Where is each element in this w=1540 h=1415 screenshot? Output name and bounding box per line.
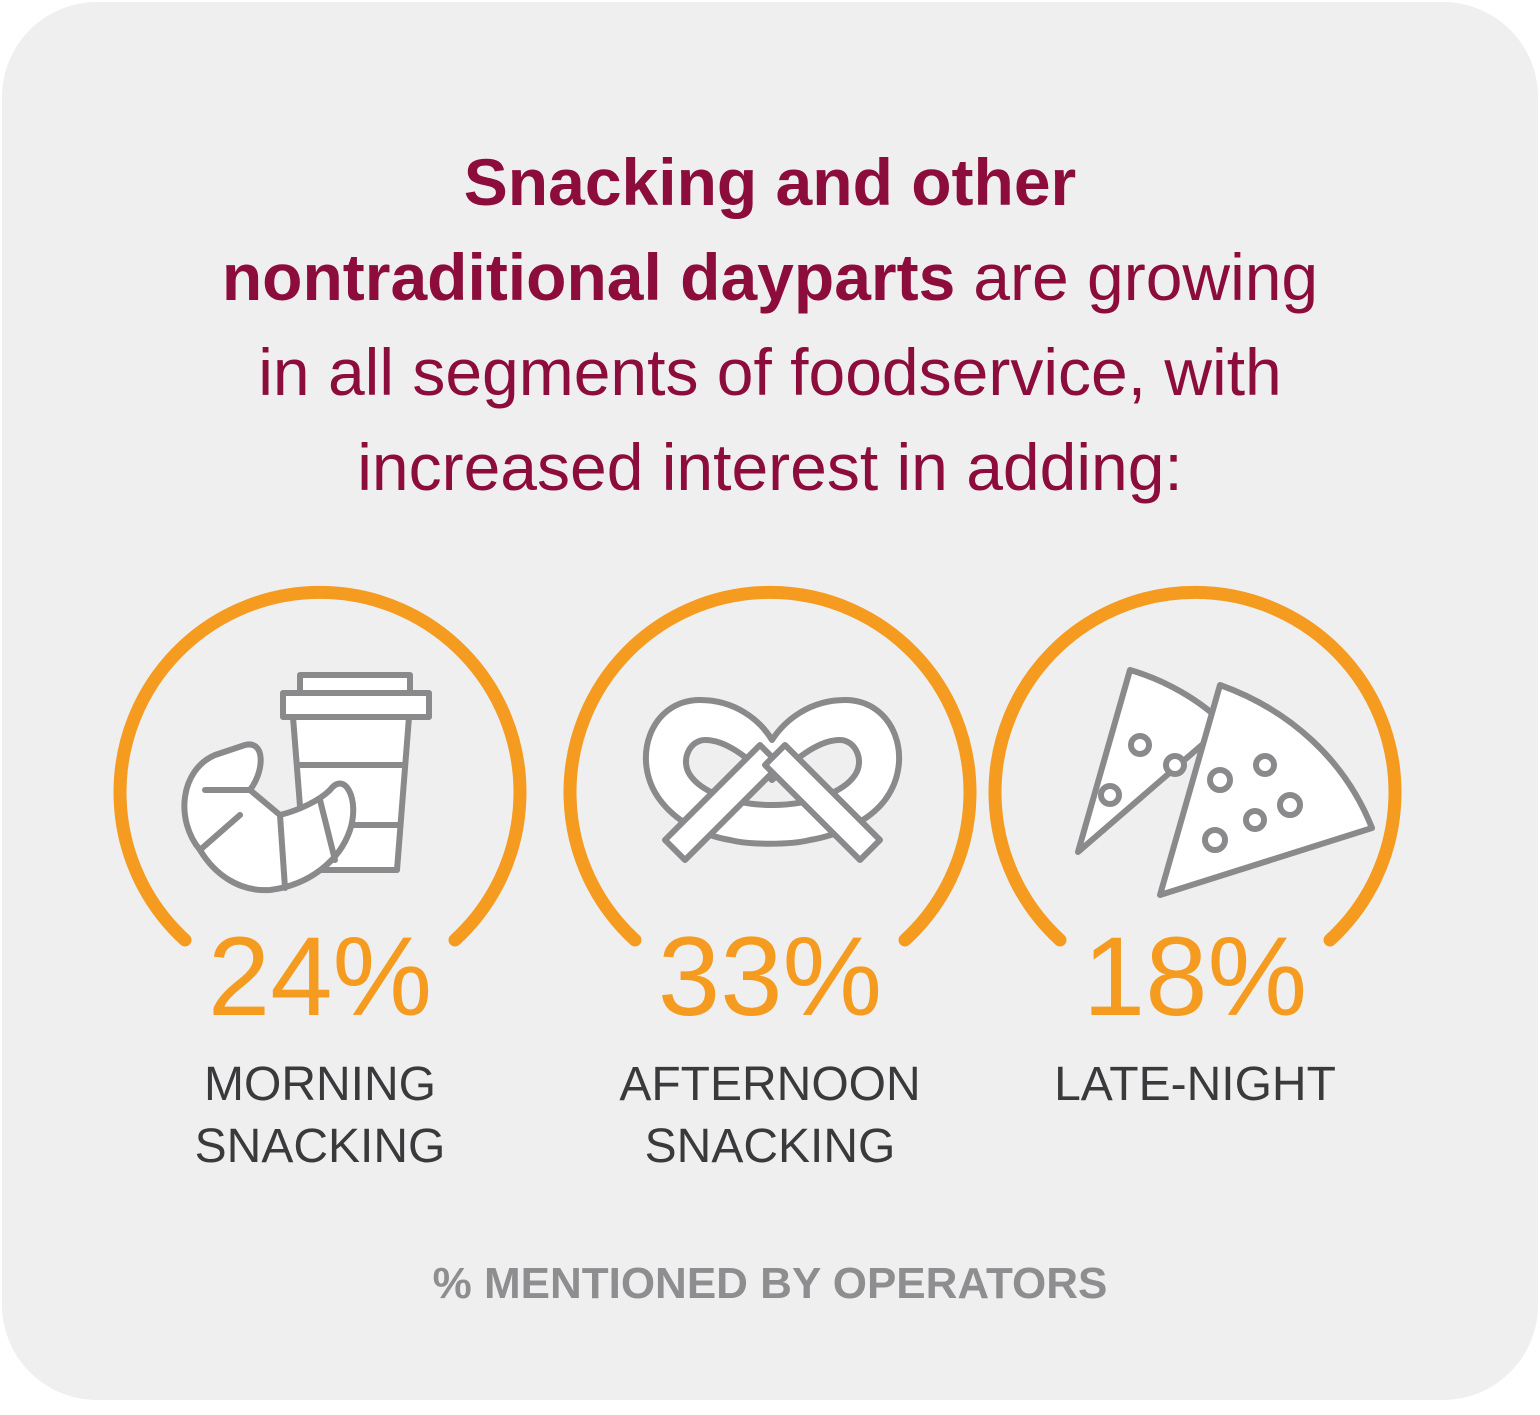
stat-value: 33% [658,914,882,1039]
title-regular: in all segments of foodservice, with [258,335,1281,409]
title-line: Snacking and other [464,145,1076,219]
stat-label: AFTERNOON [619,1058,920,1111]
title-line: increased interest in adding: [357,430,1183,504]
title-line: nontraditional dayparts are growing [222,240,1318,314]
title-bold: Snacking and other [464,145,1076,219]
title-regular: are growing [973,240,1318,314]
title: Snacking and other nontraditional daypart… [222,145,1318,504]
stat-label: MORNING [204,1058,436,1111]
pizza-icon [1075,667,1375,898]
stat-label: LATE-NIGHT [1054,1058,1336,1111]
footnote: % MENTIONED BY OPERATORS [433,1259,1108,1308]
croissant-coffee-icon [181,672,432,894]
ring-arc [113,585,527,947]
stat-value: 24% [208,914,432,1039]
stats: 24% MORNING SNACKING 33% AFTERNOON SNACKING 18… [113,585,1402,1173]
pretzel-icon [642,697,903,863]
title-line: in all segments of foodservice, with [258,335,1281,409]
stat-label: SNACKING [645,1120,896,1173]
ring-arc [988,585,1402,947]
ring-arc [563,585,977,947]
title-bold: nontraditional dayparts [222,240,955,314]
title-regular: increased interest in adding: [357,430,1183,504]
stat-value: 18% [1083,914,1307,1039]
stat-label: SNACKING [195,1120,446,1173]
